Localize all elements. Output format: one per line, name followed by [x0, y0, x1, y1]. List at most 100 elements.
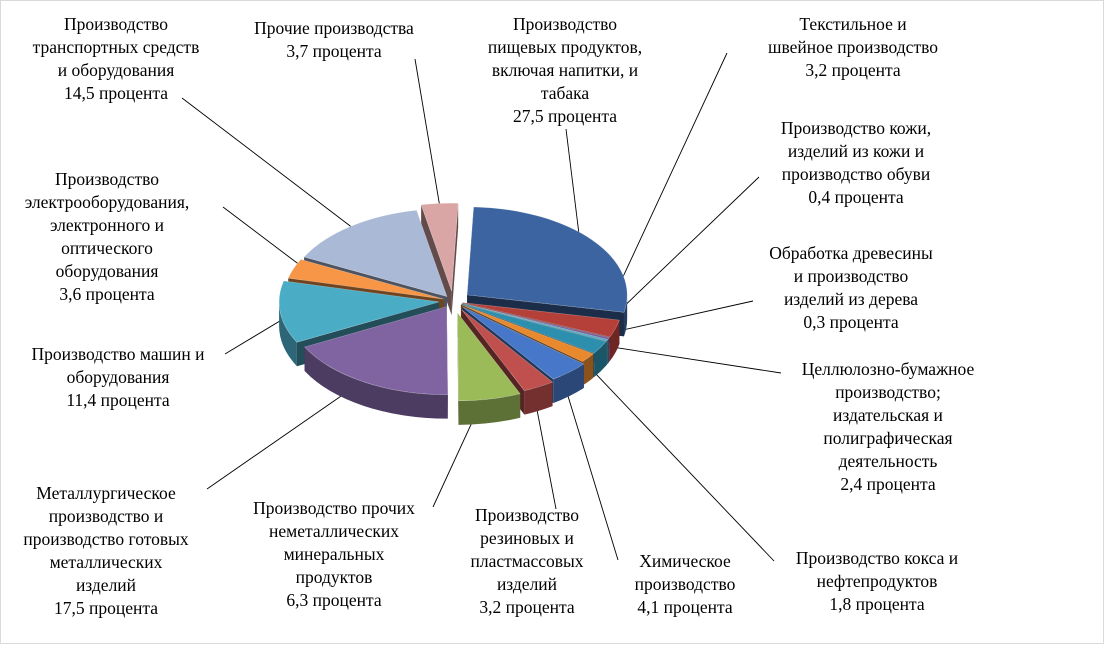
slice-side-wall	[279, 301, 297, 367]
slice-label-line: изделий	[75, 575, 137, 595]
slice-label-line: 4,1 процента	[637, 597, 733, 617]
slice-label-line: 27,5 процента	[513, 106, 617, 126]
slice-label-line: 1,8 процента	[829, 594, 925, 614]
slice-inner-wall	[451, 203, 459, 316]
slice-label: Производство кокса и нефтепродуктов 1,8 пр…	[796, 547, 958, 616]
slice-top	[287, 259, 444, 300]
slice-top	[462, 306, 585, 380]
leader-line	[181, 97, 361, 234]
slice-top	[457, 311, 521, 402]
leader-line	[222, 206, 309, 273]
slice-side-wall	[623, 294, 628, 337]
slice-label-line: оборудования	[66, 367, 170, 387]
slice-label-line: 14,5 процента	[64, 83, 168, 103]
slice-label: Металлургическое производство и производст…	[23, 482, 188, 620]
slice-side-wall	[606, 339, 608, 366]
slice-label: Производство прочих неметаллических минера…	[253, 497, 415, 612]
slice-label-line: производство готовых	[23, 529, 189, 549]
slice-top	[462, 302, 610, 340]
pie-slice	[420, 202, 459, 316]
slice-label-line: 0,3 процента	[803, 312, 899, 332]
slice-label-line: Целлюлозно-бумажное	[801, 359, 975, 379]
slice-label-line: Производство	[474, 505, 580, 525]
slice-label-line: 3,6 процента	[59, 284, 155, 304]
leader-line	[558, 365, 619, 561]
leader-line	[586, 342, 782, 374]
slice-inner-wall	[457, 312, 459, 425]
slice-label-line: Производство	[63, 14, 169, 34]
slice-label: Текстильное и швейное производство 3,2 про…	[768, 13, 938, 82]
slice-label-line: продуктов	[295, 567, 373, 587]
slice-label-line: резиновых и	[480, 528, 574, 548]
slice-top	[461, 303, 609, 342]
slice-label-line: электронного и	[49, 215, 165, 235]
slice-top	[462, 302, 620, 338]
slice-label-line: транспортных средств	[32, 37, 200, 57]
slice-label: Производство резиновых и пластмассовых изде…	[470, 504, 583, 619]
leader-line	[575, 352, 775, 562]
slice-label-line: Производство кожи,	[780, 118, 932, 138]
slice-top	[461, 309, 554, 391]
leader-lines	[181, 52, 782, 562]
leader-line	[414, 58, 442, 213]
pie-slice	[457, 311, 521, 425]
slice-label-line: Химическое	[639, 551, 731, 571]
slice-inner-wall	[421, 204, 452, 316]
slice-label-line: 2,4 процента	[840, 474, 936, 494]
slice-top	[420, 202, 459, 292]
slice-label-line: Производство машин и	[31, 344, 205, 364]
slice-top	[278, 280, 440, 343]
slice-label: Целлюлозно-бумажное производство; издатель…	[802, 358, 975, 496]
slice-label-line: 0,4 процента	[808, 187, 904, 207]
slice-side-wall	[304, 347, 448, 419]
slice-label-line: электрооборудования,	[24, 192, 190, 212]
slice-label-line: оптического	[61, 238, 153, 258]
slice-label-line: производство	[634, 574, 736, 594]
slice-label-line: Металлургическое	[36, 483, 176, 503]
slice-label-line: швейное производство	[768, 37, 938, 57]
slice-label-line: изделий из кожи и	[787, 141, 925, 161]
slice-side-wall	[553, 364, 584, 404]
slice-side-wall	[582, 353, 594, 386]
slice-label-line: Прочие производства	[254, 18, 414, 38]
slice-label-line: 3,7 процента	[286, 41, 382, 61]
slice-label-line: и производство	[793, 266, 909, 286]
slice-label-line: и оборудования	[57, 60, 175, 80]
slice-side-wall	[458, 393, 521, 425]
slice-label-line: изделий	[496, 574, 558, 594]
slice-side-wall	[594, 341, 607, 378]
slice-label-line: пластмассовых	[470, 551, 584, 571]
slice-label-line: производство;	[835, 382, 941, 402]
slice-top	[303, 209, 448, 298]
slice-label-line: Производство	[54, 169, 160, 189]
slice-top	[460, 304, 594, 362]
slice-label-line: изделий из дерева	[783, 289, 919, 309]
slice-label: Обработка древесины и производство изделий…	[769, 242, 933, 334]
slice-label-line: нефтепродуктов	[816, 571, 938, 591]
slice-label-line: табака	[540, 83, 590, 103]
slice-label-line: производство обуви	[781, 164, 931, 184]
slice-label-line: 3,2 процента	[479, 597, 575, 617]
slice-label-line: деятельность	[838, 451, 938, 471]
slice-label-line: издательская и	[833, 405, 943, 425]
slice-label-line: Производство кокса и	[795, 548, 959, 568]
slice-top	[466, 206, 628, 313]
slice-top	[461, 303, 607, 354]
slice-label-line: 17,5 процента	[53, 598, 158, 618]
slice-label: Химическое производство 4,1 процента	[635, 550, 736, 619]
slice-label: Производство кожи, изделий из кожи и произ…	[781, 117, 931, 209]
slice-label: Производство электрооборудования, электрон…	[25, 168, 190, 306]
slice-label-line: неметаллических	[269, 521, 399, 541]
slice-label: Прочие производства 3,7 процента	[254, 17, 414, 63]
slice-label-line: Текстильное и	[799, 14, 907, 34]
slice-label-line: Производство	[512, 14, 618, 34]
slice-label-line: полиграфическая	[823, 428, 953, 448]
slice-label: Производство машин и оборудования 11,4 про…	[31, 343, 204, 412]
slice-label-line: оборудования	[55, 261, 159, 281]
leader-line	[565, 128, 581, 247]
slice-label-line: 11,4 процента	[66, 390, 170, 410]
slice-label-line: минеральных	[283, 544, 385, 564]
slice-top	[304, 306, 449, 395]
